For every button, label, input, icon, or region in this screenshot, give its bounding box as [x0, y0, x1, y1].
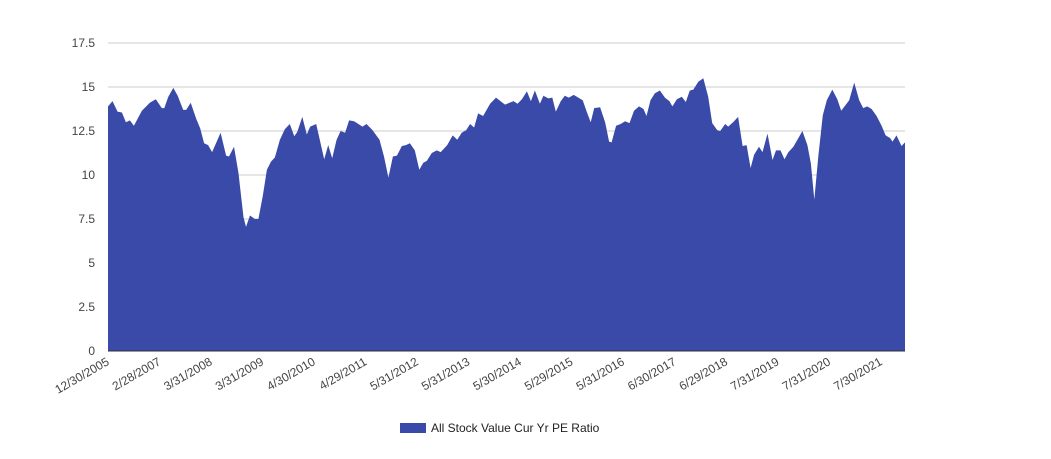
- x-tick-label: 5/30/2014: [471, 354, 525, 393]
- x-tick-label: 4/30/2010: [264, 354, 318, 393]
- x-tick-label: 5/31/2013: [419, 354, 473, 393]
- x-tick-label: 2/28/2007: [110, 354, 164, 393]
- y-tick-label: 12.5: [72, 124, 96, 138]
- y-tick-label: 2.5: [78, 300, 95, 314]
- x-tick-label: 6/29/2018: [677, 354, 731, 393]
- y-tick-label: 10: [82, 168, 96, 182]
- y-axis-tick-labels: 0 2.5 5 7.5 10 12.5 15 17.5: [72, 36, 96, 358]
- series-area-all-stock-value-pe: [108, 78, 905, 351]
- x-tick-label: 5/29/2015: [522, 354, 576, 393]
- y-tick-label: 17.5: [72, 36, 96, 50]
- x-tick-label: 3/31/2008: [161, 354, 215, 393]
- y-tick-label: 15: [82, 80, 96, 94]
- y-tick-label: 7.5: [78, 212, 95, 226]
- x-tick-label: 4/29/2011: [317, 354, 370, 393]
- legend: All Stock Value Cur Yr PE Ratio: [400, 421, 600, 435]
- x-tick-label: 3/31/2009: [213, 354, 267, 393]
- x-tick-label: 6/30/2017: [625, 354, 679, 393]
- legend-label: All Stock Value Cur Yr PE Ratio: [431, 421, 600, 435]
- x-tick-label: 7/30/2021: [831, 354, 885, 393]
- y-tick-label: 0: [88, 344, 95, 358]
- x-axis-tick-labels: 12/30/20052/28/20073/31/20083/31/20094/3…: [52, 354, 884, 396]
- x-tick-label: 5/31/2012: [367, 354, 421, 393]
- x-tick-label: 12/30/2005: [52, 354, 111, 396]
- x-tick-label: 7/31/2019: [728, 354, 782, 393]
- x-tick-label: 5/31/2016: [574, 354, 628, 393]
- y-tick-label: 5: [88, 256, 95, 270]
- x-tick-label: 7/31/2020: [780, 354, 834, 393]
- legend-swatch: [400, 423, 426, 433]
